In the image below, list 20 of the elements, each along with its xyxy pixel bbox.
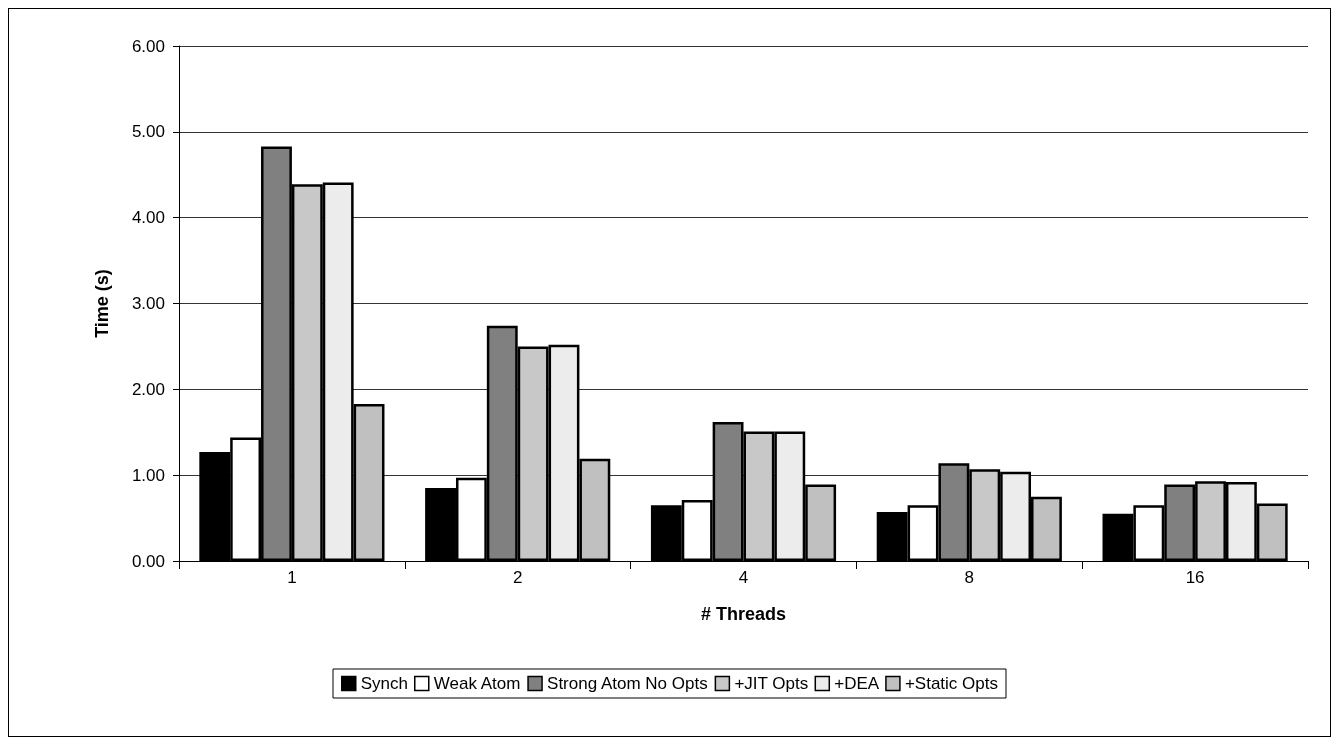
x-axis-title: # Threads [700, 604, 787, 624]
legend-label: Weak Atom [433, 674, 521, 693]
y-tick-label: 0.00 [131, 551, 165, 571]
y-tick-label: 1.00 [131, 465, 165, 485]
x-tick-label: 1 [287, 568, 297, 587]
legend-label: +Static Opts [904, 674, 998, 693]
y-axis-title: Time (s) [92, 269, 112, 338]
y-tick-label: 2.00 [131, 379, 165, 399]
legend-label: +JIT Opts [734, 674, 809, 693]
y-tick-label: 5.00 [131, 122, 165, 142]
x-tick-label: 16 [1185, 568, 1205, 587]
legend-label: Synch [360, 674, 409, 693]
x-tick-label: 8 [964, 568, 975, 587]
legend-label: +DEA [834, 674, 880, 693]
legend-label: Strong Atom No Opts [547, 674, 708, 693]
x-tick-label: 4 [738, 568, 749, 587]
y-tick-label: 6.00 [131, 36, 165, 56]
y-tick-label: 3.00 [131, 294, 165, 313]
y-tick-label: 4.00 [131, 208, 165, 228]
x-tick-label: 2 [512, 568, 523, 587]
